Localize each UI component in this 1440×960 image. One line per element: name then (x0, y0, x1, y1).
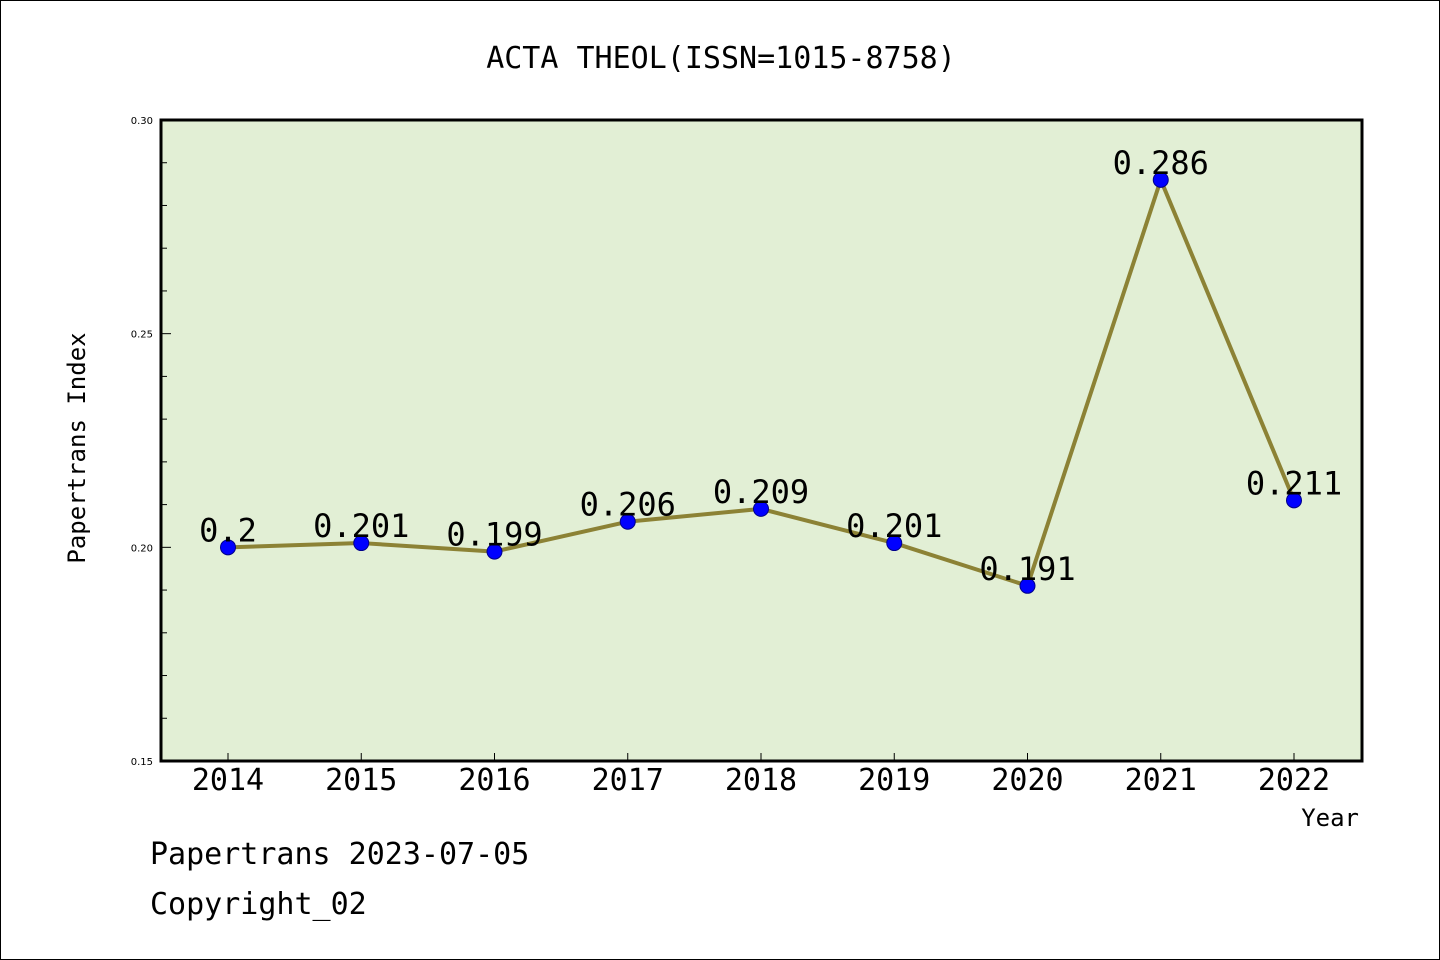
y-tick-label: 0.20 (131, 543, 153, 554)
y-tick-label: 0.30 (131, 116, 153, 127)
x-tick-label: 2022 (1258, 763, 1330, 798)
data-label: 0.199 (446, 516, 542, 554)
data-label: 0.201 (313, 507, 409, 545)
data-label: 0.286 (1113, 144, 1209, 182)
x-tick-label: 2015 (325, 763, 397, 798)
x-tick-label: 2019 (858, 763, 930, 798)
data-label: 0.201 (846, 507, 942, 545)
data-label: 0.209 (713, 473, 809, 511)
data-point (1019, 577, 1036, 594)
data-point (1152, 171, 1169, 188)
x-axis-ticks: 2014 2015 2016 2017 2018 2019 2020 2021 2022 (192, 753, 1330, 798)
x-tick-label: 2016 (458, 763, 530, 798)
series-index (220, 171, 1302, 594)
data-point (1286, 492, 1302, 509)
x-tick-label: 2020 (991, 763, 1063, 798)
data-label: 0.206 (580, 486, 676, 524)
x-tick-label: 2017 (592, 763, 664, 798)
data-point (220, 539, 236, 556)
footer-copyright: Copyright_02 (150, 887, 367, 922)
footer-date: Papertrans 2023-07-05 (150, 837, 529, 872)
chart-title: ACTA THEOL(ISSN=1015-8758) (486, 41, 956, 76)
data-label: 0.191 (979, 550, 1075, 588)
x-tick-label: 2018 (725, 763, 797, 798)
y-tick-label: 0.25 (131, 330, 153, 341)
plot-area (159, 118, 1364, 763)
data-point (353, 535, 370, 552)
x-axis-label: Year (1301, 804, 1359, 832)
data-label: 0.211 (1246, 464, 1342, 502)
data-point (486, 543, 503, 560)
x-tick-label: 2014 (192, 763, 264, 798)
y-axis-label: Papertrans Index (63, 332, 91, 563)
data-label: 0.2 (199, 511, 257, 549)
data-point (753, 500, 769, 517)
data-point (886, 535, 903, 552)
data-labels: 0.2 0.201 0.199 0.206 0.209 0.201 0.191 0.286 0.… (199, 144, 1342, 588)
x-tick-label: 2021 (1125, 763, 1197, 798)
y-tick-label: 0.15 (131, 757, 153, 768)
y-axis-ticks: 0.15 0.20 0.25 0.30 (131, 116, 171, 768)
data-point (619, 513, 636, 530)
